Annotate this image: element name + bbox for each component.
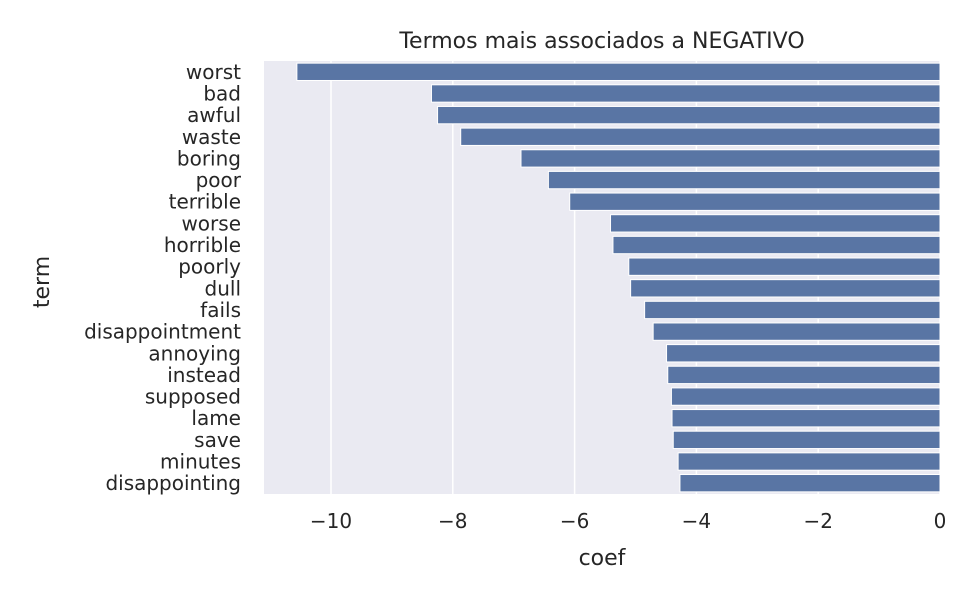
bars-group [296, 62, 941, 493]
chart-title: Termos mais associados a NEGATIVO [398, 29, 804, 54]
x-tick-label: 0 [934, 509, 947, 533]
x-tick-label: −6 [560, 509, 589, 533]
bar-poor [547, 170, 941, 190]
bar-boring [520, 149, 941, 168]
bar-poorly [628, 257, 941, 276]
x-tick-labels: −10 −8 −6 −4 −2 0 [310, 509, 946, 533]
y-tick-label: worst [186, 60, 241, 84]
bar-horrible [612, 235, 941, 255]
y-tick-label: instead [167, 363, 241, 387]
bar-worst [296, 62, 941, 81]
y-tick-label: disappointment [84, 320, 241, 344]
y-tick-label: dull [205, 276, 241, 300]
bar-supposed [670, 387, 941, 406]
x-tick-label: −8 [438, 509, 467, 533]
y-tick-label: terrible [169, 190, 241, 214]
x-tick-label: −2 [803, 509, 832, 533]
y-tick-label: poor [196, 168, 242, 192]
bar-minutes [677, 452, 941, 471]
bar-disappointing [679, 474, 941, 493]
y-tick-label: waste [182, 125, 241, 149]
bar-disappointment [652, 322, 941, 341]
y-tick-label: minutes [160, 450, 241, 474]
y-tick-label: boring [177, 146, 241, 170]
y-tick-label: awful [187, 103, 241, 127]
bar-fails [644, 300, 941, 320]
y-tick-label: horrible [164, 233, 241, 257]
bar-instead [667, 365, 941, 385]
y-tick-label: worse [181, 211, 241, 235]
bar-lame [671, 409, 941, 428]
y-tick-label: bad [203, 81, 241, 105]
bar-annoying [666, 344, 941, 363]
x-tick-label: −10 [310, 509, 352, 533]
bar-terrible [569, 192, 941, 211]
y-tick-label: supposed [145, 385, 241, 409]
y-tick-label: annoying [148, 341, 241, 365]
y-tick-label: save [194, 428, 241, 452]
bar-worse [610, 214, 941, 233]
bar-bad [430, 84, 941, 103]
y-tick-label: poorly [178, 255, 241, 279]
plot-background [264, 61, 940, 494]
y-axis-label: term [30, 256, 55, 308]
bar-awful [437, 105, 941, 125]
y-tick-label: disappointing [105, 471, 241, 495]
bar-dull [630, 279, 941, 298]
y-tick-label: fails [200, 298, 241, 322]
bar-save [672, 430, 941, 450]
y-tick-label: lame [191, 406, 241, 430]
x-tick-label: −4 [682, 509, 711, 533]
y-tick-labels: worstbadawfulwasteboringpoorterriblewors… [84, 60, 242, 495]
x-axis-label: coef [579, 546, 627, 571]
bar-waste [460, 127, 941, 146]
